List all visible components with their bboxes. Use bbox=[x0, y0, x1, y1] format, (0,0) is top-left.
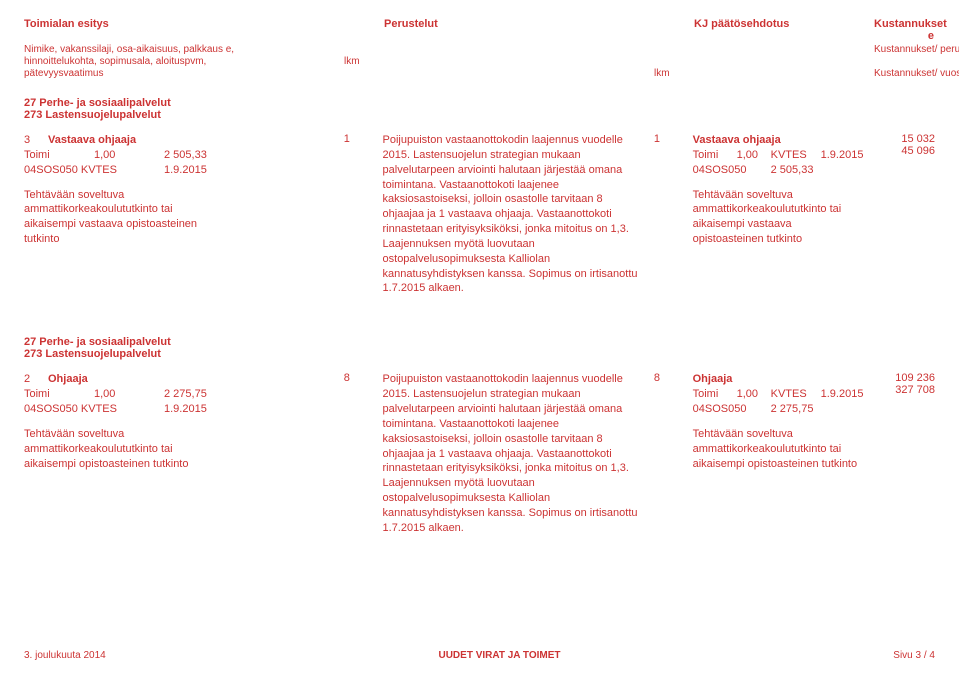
s2r-row3-b: 2 275,75 bbox=[771, 402, 814, 417]
s1r-row4: Tehtävään soveltuva bbox=[693, 188, 867, 203]
s1r-row3-a: 04SOS050 bbox=[693, 163, 771, 178]
section1-cost: 15 032 45 096 bbox=[877, 133, 935, 157]
s1-row2-b: 1,00 bbox=[94, 148, 164, 163]
section2-cost: 109 236 327 708 bbox=[877, 372, 935, 396]
page-footer: 3. joulukuuta 2014 UUDET VIRAT JA TOIMET… bbox=[24, 650, 935, 661]
footer-title: UUDET VIRAT JA TOIMET bbox=[438, 650, 560, 661]
sub1-right: Kustannukset/ perustamisvuosi bbox=[874, 44, 934, 55]
s1-lkm1: 1 bbox=[344, 133, 383, 145]
section2-title: 27 Perhe- ja sosiaalipalvelut 273 Lasten… bbox=[24, 336, 935, 360]
section2-title-line1: 27 Perhe- ja sosiaalipalvelut bbox=[24, 336, 935, 348]
subheader-line1: Nimike, vakanssilaji, osa-aikaisuus, pal… bbox=[24, 44, 935, 55]
s2-cost2: 327 708 bbox=[877, 384, 935, 396]
section1-title-line1: 27 Perhe- ja sosiaalipalvelut bbox=[24, 97, 935, 109]
hdr-col2: Perustelut bbox=[384, 18, 654, 42]
sub2-left: hinnoittelukohta, sopimusala, aloituspvm… bbox=[24, 56, 344, 67]
s2-row4: Tehtävään soveltuva bbox=[24, 427, 334, 442]
footer-page: Sivu 3 / 4 bbox=[893, 650, 935, 661]
s2-row2-c: 2 275,75 bbox=[164, 387, 207, 402]
s2-row2-b: 1,00 bbox=[94, 387, 164, 402]
s1-row6: aikaisempi vastaava opistoasteinen bbox=[24, 217, 334, 232]
section1-title: 27 Perhe- ja sosiaalipalvelut 273 Lasten… bbox=[24, 97, 935, 121]
s2r-row2-c: KVTES bbox=[771, 387, 821, 402]
s2r-row2-b: 1,00 bbox=[737, 387, 771, 402]
s2r-row3-a: 04SOS050 bbox=[693, 402, 771, 417]
s1r-row2-d: 1.9.2015 bbox=[821, 148, 864, 163]
subheader-line2: hinnoittelukohta, sopimusala, aloituspvm… bbox=[24, 56, 935, 67]
column-headers: Toimialan esitys Perustelut KJ päätösehd… bbox=[24, 18, 935, 42]
s1r-row2-a: Toimi bbox=[693, 148, 737, 163]
s2r-row1: Ohjaaja bbox=[693, 372, 867, 387]
s2r-row4: Tehtävään soveltuva bbox=[693, 427, 867, 442]
sub1-left: Nimike, vakanssilaji, osa-aikaisuus, pal… bbox=[24, 44, 344, 55]
s2r-row2-a: Toimi bbox=[693, 387, 737, 402]
s1-row2-a: Toimi bbox=[24, 148, 94, 163]
s1r-row2-b: 1,00 bbox=[737, 148, 771, 163]
s1-row3-b: 1.9.2015 bbox=[164, 163, 207, 178]
s1-lkm2: 1 bbox=[654, 133, 693, 145]
s1r-row7: opistoasteinen tutkinto bbox=[693, 232, 867, 247]
section2-entry: 2 Ohjaaja Toimi 1,00 2 275,75 04SOS050 K… bbox=[24, 372, 935, 535]
s2-row6: aikaisempi opistoasteinen tutkinto bbox=[24, 457, 334, 472]
footer-date: 3. joulukuuta 2014 bbox=[24, 650, 106, 661]
sub3-lkm2: lkm bbox=[654, 68, 694, 79]
s2-mid: Poijupuiston vastaanottokodin laajennus … bbox=[383, 372, 654, 535]
section1-left: 3 Vastaava ohjaaja Toimi 1,00 2 505,33 0… bbox=[24, 133, 344, 247]
hdr-col3: KJ päätösehdotus bbox=[694, 18, 874, 42]
s1r-row5: ammattikorkeakoulututkinto tai bbox=[693, 202, 867, 217]
s2-cost1: 109 236 bbox=[877, 372, 935, 384]
s2r-row6: aikaisempi opistoasteinen tutkinto bbox=[693, 457, 867, 472]
s1-cost1: 15 032 bbox=[877, 133, 935, 145]
s2-lkm2: 8 bbox=[654, 372, 693, 384]
s2-lkm1: 8 bbox=[344, 372, 383, 384]
s1r-row6: aikaisempi vastaava bbox=[693, 217, 867, 232]
section2-title-line2: 273 Lastensuojelupalvelut bbox=[24, 348, 935, 360]
s1-row3-a: 04SOS050 KVTES bbox=[24, 163, 164, 178]
section1-entry: 3 Vastaava ohjaaja Toimi 1,00 2 505,33 0… bbox=[24, 133, 935, 296]
s2r-row5: ammattikorkeakoulututkinto tai bbox=[693, 442, 867, 457]
sub2-lkm1: lkm bbox=[344, 56, 384, 67]
s2-row1-num: 2 bbox=[24, 372, 48, 387]
section1-right: Vastaava ohjaaja Toimi 1,00 KVTES 1.9.20… bbox=[693, 133, 877, 247]
subheader-line3: pätevyysvaatimus lkm Kustannukset/ vuosi bbox=[24, 68, 935, 79]
s1-row2-c: 2 505,33 bbox=[164, 148, 207, 163]
s1-row4: Tehtävään soveltuva bbox=[24, 188, 334, 203]
s2-row1-label: Ohjaaja bbox=[48, 372, 88, 387]
s2-row5: ammattikorkeakoulututkinto tai bbox=[24, 442, 334, 457]
s1-row1-label: Vastaava ohjaaja bbox=[48, 133, 136, 148]
sub3-left: pätevyysvaatimus bbox=[24, 68, 344, 79]
s2r-row2-d: 1.9.2015 bbox=[821, 387, 864, 402]
s1r-row3-b: 2 505,33 bbox=[771, 163, 814, 178]
section2-left: 2 Ohjaaja Toimi 1,00 2 275,75 04SOS050 K… bbox=[24, 372, 344, 471]
s2-row2-a: Toimi bbox=[24, 387, 94, 402]
s2-row3-a: 04SOS050 KVTES bbox=[24, 402, 164, 417]
hdr-col1: Toimialan esitys bbox=[24, 18, 344, 42]
s1-cost2: 45 096 bbox=[877, 145, 935, 157]
section1-title-line2: 273 Lastensuojelupalvelut bbox=[24, 109, 935, 121]
sub3-right: Kustannukset/ vuosi bbox=[874, 68, 934, 79]
s1-mid: Poijupuiston vastaanottokodin laajennus … bbox=[383, 133, 654, 296]
s2-row3-b: 1.9.2015 bbox=[164, 402, 207, 417]
s1-row1-num: 3 bbox=[24, 133, 48, 148]
hdr-col4: Kustannukset e bbox=[874, 18, 934, 42]
s1-row5: ammattikorkeakoulututkinto tai bbox=[24, 202, 334, 217]
s1r-row1: Vastaava ohjaaja bbox=[693, 133, 867, 148]
s1r-row2-c: KVTES bbox=[771, 148, 821, 163]
s1-row7: tutkinto bbox=[24, 232, 334, 247]
section2-right: Ohjaaja Toimi 1,00 KVTES 1.9.2015 04SOS0… bbox=[693, 372, 877, 471]
